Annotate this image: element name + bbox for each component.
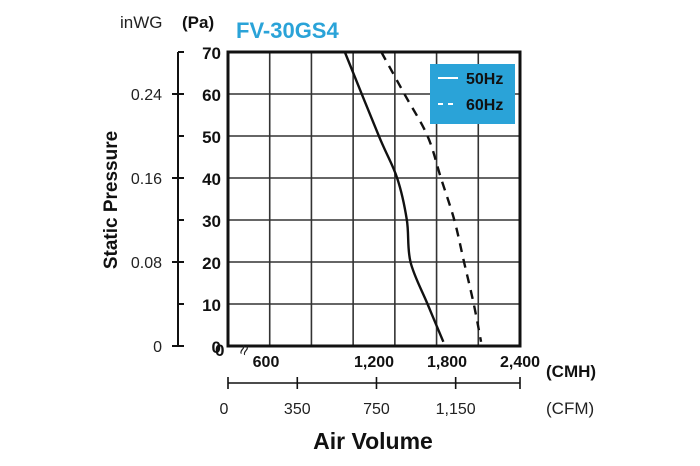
x-tick-label-cmh: 2,400: [500, 354, 540, 371]
y-tick-label-pa: 10: [202, 296, 221, 315]
x-tick-label-cfm: 0: [220, 401, 229, 418]
x-unit-cfm: (CFM): [546, 399, 594, 418]
series-group: [343, 51, 483, 343]
y-axis: 0 10 20 30 40 50 60 70 0 0.08 0.16 0.24: [131, 44, 221, 357]
x-tick-label-cfm: 750: [363, 401, 390, 418]
series-60hz-line: [380, 51, 483, 343]
legend-50hz-label: 50Hz: [466, 71, 503, 88]
legend-60hz-label: 60Hz: [466, 97, 503, 114]
x-tick-label-zero: 0: [215, 341, 224, 360]
y-tick-label-inwg: 0.16: [131, 171, 162, 188]
plot-frame: [226, 50, 522, 348]
x-axis-label: Air Volume: [313, 428, 433, 454]
legend: 50Hz 60Hz: [430, 64, 515, 124]
y-tick-label-pa: 30: [202, 212, 221, 231]
cfm-axis: 0 350 750 1,150: [220, 377, 521, 418]
y-tick-label-pa: 60: [202, 86, 221, 105]
y-unit-pa: (Pa): [182, 13, 214, 32]
y-tick-label-inwg: 0.08: [131, 255, 162, 272]
y-unit-inwg: inWG: [120, 13, 163, 32]
chart-title: FV-30GS4: [236, 18, 339, 43]
y-axis-label: Static Pressure: [101, 131, 122, 269]
x-tick-label-cmh: 1,200: [354, 354, 394, 371]
x-tick-label-cfm: 350: [284, 401, 311, 418]
legend-box: [430, 64, 515, 124]
series-50hz-line: [343, 51, 445, 343]
y-tick-label-pa: 20: [202, 254, 221, 273]
y-tick-label-pa: 70: [202, 44, 221, 63]
y-tick-label-inwg: 0.24: [131, 87, 162, 104]
x-tick-label-cmh: 600: [253, 354, 280, 371]
y-tick-label-pa: 50: [202, 128, 221, 147]
y-tick-label-pa: 40: [202, 170, 221, 189]
x-tick-label-cfm: 1,150: [436, 401, 476, 418]
y-tick-label-pa: 0: [212, 338, 221, 357]
x-labels: 0 ≈600 1,200 1,800 2,400: [215, 341, 540, 371]
y-tick-label-inwg: 0: [153, 339, 162, 356]
x-unit-cmh: (CMH): [546, 362, 596, 381]
x-tick-label-cmh: 1,800: [427, 354, 467, 371]
